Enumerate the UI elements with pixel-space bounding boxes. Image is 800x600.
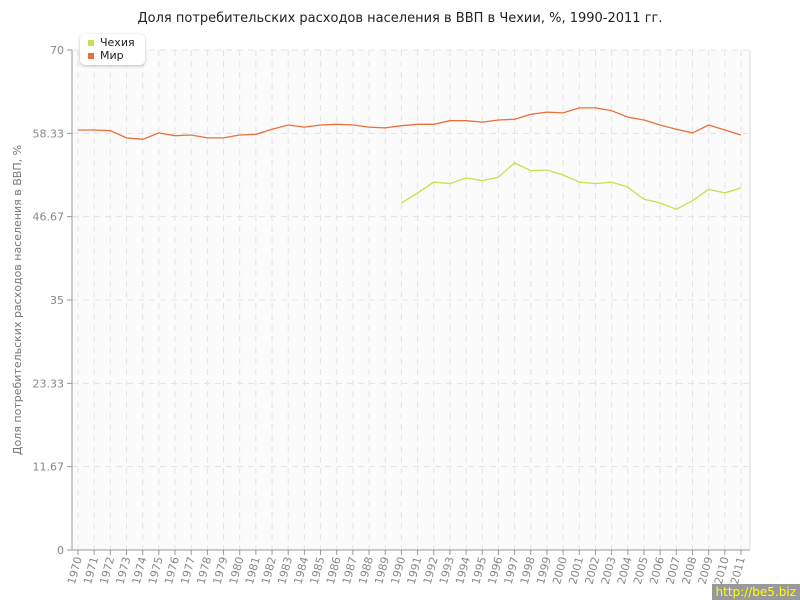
- y-tick-label: 46.67: [33, 211, 65, 224]
- legend-item-czech[interactable]: Чехия: [88, 36, 135, 49]
- y-tick-label: 35: [50, 294, 64, 307]
- series-line-0: [401, 162, 742, 211]
- y-tick-label: 58.33: [33, 127, 65, 140]
- watermark: http://be5.biz: [711, 584, 800, 600]
- y-axis-label: Доля потребительских расходов населения …: [11, 145, 24, 455]
- legend: Чехия Мир: [80, 34, 145, 65]
- legend-label: Мир: [100, 49, 124, 62]
- series-line-1: [78, 107, 742, 140]
- legend-item-world[interactable]: Мир: [88, 49, 135, 62]
- y-tick-label: 11.67: [33, 461, 65, 474]
- chart-title: Доля потребительских расходов населения …: [138, 11, 663, 26]
- legend-label: Чехия: [100, 36, 135, 49]
- legend-swatch: [88, 52, 94, 59]
- y-tick-label: 0: [57, 544, 64, 557]
- legend-swatch: [88, 39, 94, 46]
- y-tick-label: 23.33: [33, 377, 65, 390]
- y-tick-label: 70: [50, 44, 64, 57]
